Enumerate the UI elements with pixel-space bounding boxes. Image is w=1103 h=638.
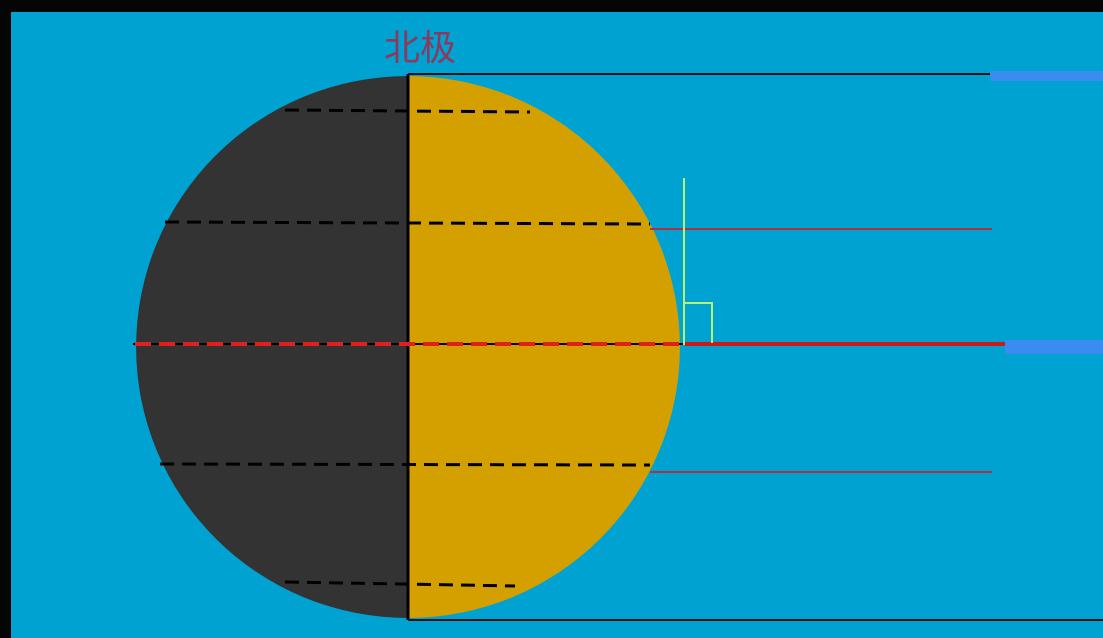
- day-side: [408, 76, 680, 618]
- latitude-line: [284, 108, 531, 114]
- latitude-line: [284, 580, 516, 588]
- ray-marker: [1005, 340, 1103, 354]
- north-pole-label: 北极: [384, 28, 456, 69]
- latitude-line: [164, 220, 651, 226]
- right-angle: [684, 302, 713, 343]
- night-side: [136, 76, 408, 618]
- latitudes: [159, 108, 651, 588]
- ray-marker: [990, 71, 1103, 81]
- latitude-line: [159, 462, 651, 467]
